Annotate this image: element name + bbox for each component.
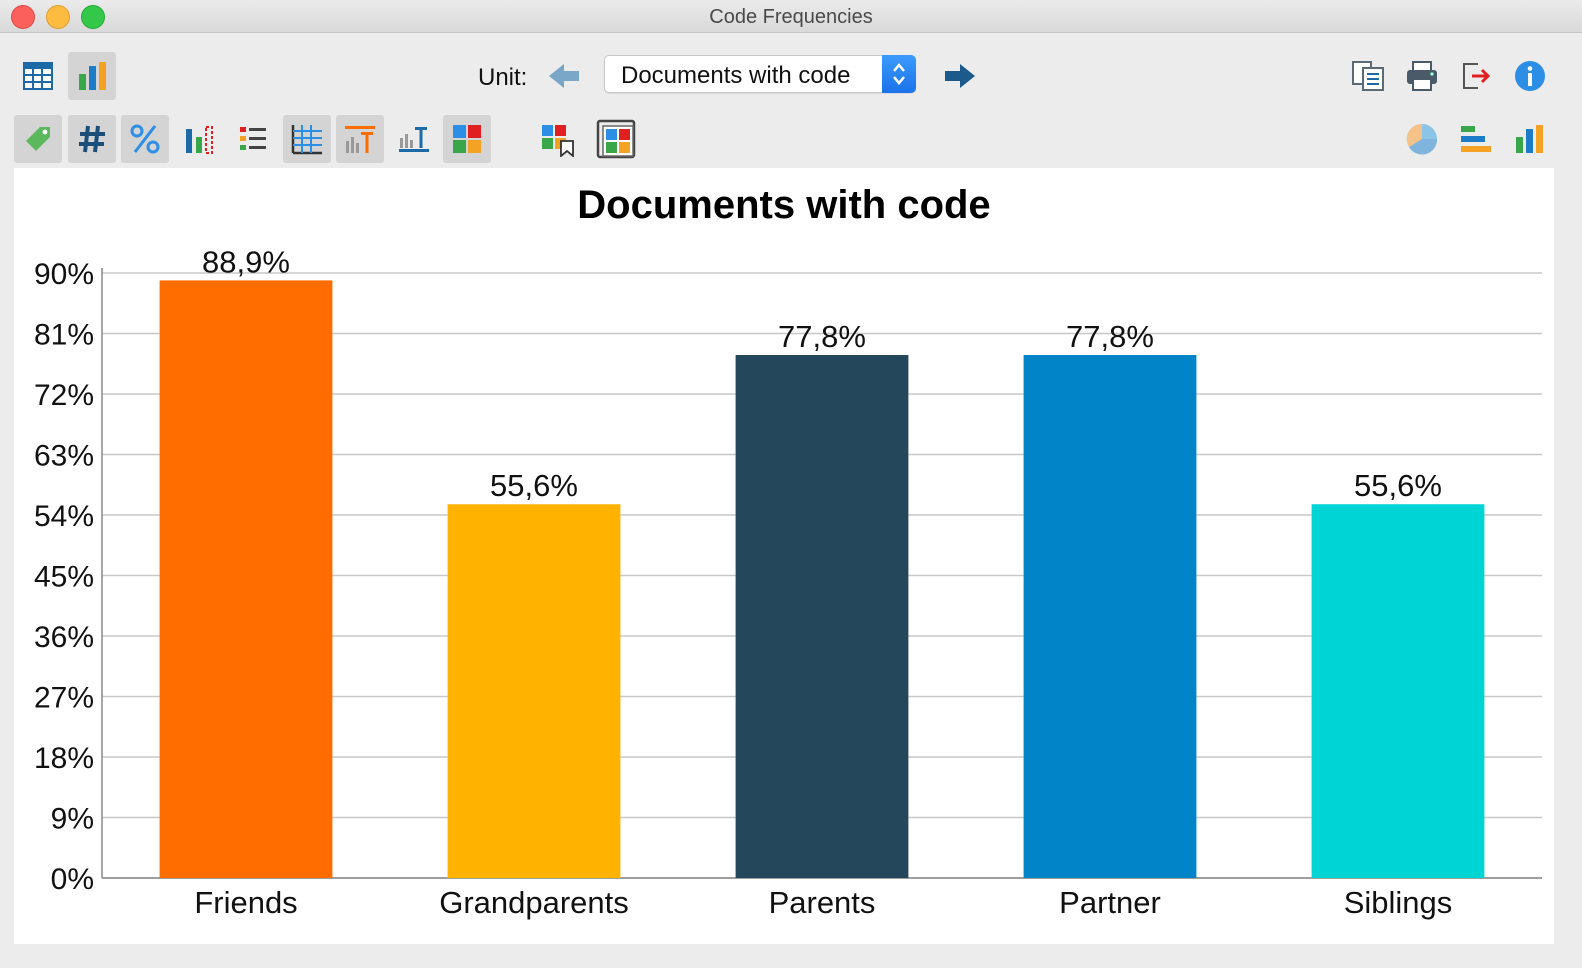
print-button[interactable] xyxy=(1398,52,1446,100)
arrow-right-icon xyxy=(945,64,975,88)
previous-unit-button[interactable] xyxy=(540,52,588,100)
y-tick-label: 63% xyxy=(34,440,94,473)
x-tick-label: Siblings xyxy=(1344,885,1453,920)
export-button[interactable] xyxy=(1452,52,1500,100)
title-bar: Code Frequencies xyxy=(0,0,1582,33)
bar-chart: Documents with code 0% 9% 18% 27% 36% 45% 54% 6… xyxy=(34,183,1542,920)
unit-select-stepper[interactable] xyxy=(882,55,916,93)
y-tick-label: 18% xyxy=(34,742,94,775)
y-tick-label: 45% xyxy=(34,561,94,594)
bar-grandparents xyxy=(447,504,621,878)
chart-title: Documents with code xyxy=(577,183,990,227)
code-labels-button[interactable] xyxy=(14,115,62,163)
x-tick-label: Partner xyxy=(1059,885,1161,920)
y-tick-label: 81% xyxy=(34,319,94,352)
vertical-bar-button[interactable] xyxy=(1505,115,1553,163)
chart-view-icon xyxy=(79,62,106,90)
maximize-window-button[interactable] xyxy=(81,5,105,29)
bar-label-blue-icon xyxy=(399,127,429,152)
bar-value-label: 55,6% xyxy=(1354,468,1442,503)
export-icon xyxy=(1463,63,1491,89)
y-tick-label: 27% xyxy=(34,682,94,715)
color-squares-icon xyxy=(453,125,481,153)
list-button[interactable] xyxy=(229,115,277,163)
bar-dashed-icon xyxy=(186,126,213,154)
gridlines-button[interactable] xyxy=(283,115,331,163)
info-button[interactable] xyxy=(1506,52,1554,100)
next-unit-button[interactable] xyxy=(936,52,984,100)
arrow-left-icon xyxy=(549,64,579,88)
grid-icon xyxy=(291,125,322,155)
pie-chart-icon xyxy=(1406,123,1438,155)
table-view-icon xyxy=(23,62,53,90)
pie-chart-button[interactable] xyxy=(1398,115,1446,163)
missing-values-button[interactable] xyxy=(175,115,223,163)
title-toggle-button[interactable] xyxy=(336,115,384,163)
close-window-button[interactable] xyxy=(11,5,35,29)
frame-colors-button[interactable] xyxy=(592,115,640,163)
axis-labels-button[interactable] xyxy=(390,115,438,163)
y-tick-label: 9% xyxy=(51,803,94,836)
copy-icon xyxy=(1352,61,1384,91)
bar-value-label: 77,8% xyxy=(1066,319,1154,354)
window-title: Code Frequencies xyxy=(709,6,873,28)
chart-view-button[interactable] xyxy=(68,52,116,100)
y-tick-label: 72% xyxy=(34,379,94,412)
chevron-updown-icon xyxy=(893,63,905,85)
info-icon xyxy=(1515,61,1545,91)
y-tick-label: 90% xyxy=(34,258,94,291)
bar-friends xyxy=(159,280,333,879)
tag-icon xyxy=(26,127,50,151)
minimize-window-button[interactable] xyxy=(46,5,70,29)
vertical-bar-icon xyxy=(1516,125,1543,153)
copy-button[interactable] xyxy=(1344,52,1392,100)
code-colors-button[interactable] xyxy=(533,115,581,163)
bar-value-label: 77,8% xyxy=(778,319,866,354)
bar-partner xyxy=(1023,355,1197,878)
horizontal-bar-button[interactable] xyxy=(1452,115,1500,163)
unit-label: Unit: xyxy=(478,64,528,91)
bar-value-label: 55,6% xyxy=(490,468,578,503)
color-bookmark-icon xyxy=(542,125,574,157)
list-icon xyxy=(240,127,266,150)
absolute-frequency-button[interactable] xyxy=(68,115,116,163)
bar-siblings xyxy=(1311,504,1485,878)
bar-parents xyxy=(735,355,909,878)
percentage-button[interactable] xyxy=(121,115,169,163)
x-tick-label: Friends xyxy=(194,885,297,920)
bar-value-label: 88,9% xyxy=(202,244,290,279)
unit-select[interactable]: Documents with code xyxy=(604,55,916,93)
horizontal-bar-icon xyxy=(1461,126,1491,152)
percent-icon xyxy=(130,124,160,154)
hash-icon xyxy=(79,125,105,153)
bar-label-orange-icon xyxy=(345,126,375,153)
color-scheme-button[interactable] xyxy=(443,115,491,163)
print-icon xyxy=(1407,61,1437,91)
x-tick-label: Parents xyxy=(769,885,876,920)
table-view-button[interactable] xyxy=(14,52,62,100)
x-tick-label: Grandparents xyxy=(439,885,629,920)
y-tick-label: 54% xyxy=(34,500,94,533)
y-tick-label: 36% xyxy=(34,621,94,654)
y-tick-label: 0% xyxy=(51,863,94,896)
unit-select-value: Documents with code xyxy=(621,62,851,89)
color-frame-icon xyxy=(596,119,636,159)
chart-area: Documents with code 0% 9% 18% 27% 36% 45% 54% 6… xyxy=(14,168,1554,944)
